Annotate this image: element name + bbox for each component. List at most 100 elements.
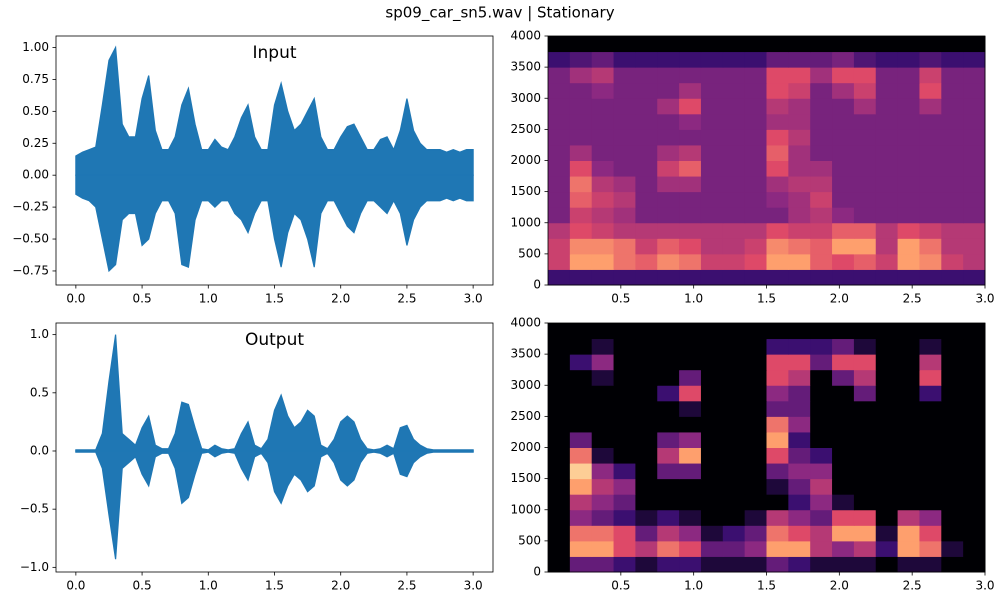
spectrogram-cell [810, 222, 833, 239]
spectrogram-cell [897, 416, 920, 433]
spectrogram-cell [635, 222, 658, 239]
spectrogram-cell [657, 207, 680, 224]
x-tick-label: 1.5 [265, 292, 284, 306]
spectrogram-cell [613, 160, 636, 177]
spectrogram-cell [832, 525, 855, 542]
spectrogram-cell [963, 323, 986, 340]
spectrogram-cell [766, 67, 789, 84]
spectrogram-cell [548, 144, 571, 161]
y-tick-label: 0.5 [30, 385, 49, 399]
spectrogram-cell [591, 354, 615, 371]
spectrogram-cell [679, 525, 702, 542]
spectrogram-cell [569, 494, 593, 511]
spectrogram-cell [679, 416, 702, 433]
spectrogram-cell [941, 191, 964, 208]
spectrogram-cell [635, 160, 658, 177]
spectrogram-cell [788, 67, 811, 84]
spectrogram-cell [679, 238, 702, 255]
spectrogram-cell [810, 525, 833, 542]
spectrogram-cell [613, 253, 636, 270]
spectrogram-cell [853, 354, 877, 371]
spectrogram-cell [548, 160, 571, 177]
panel-title: Output [245, 330, 304, 350]
spectrogram-cell [657, 191, 680, 208]
spectrogram-cell [700, 82, 724, 99]
spectrogram-cell [700, 556, 724, 573]
spectrogram-cell [613, 540, 636, 557]
spectrogram-cell [569, 447, 593, 464]
spectrogram-cell [548, 509, 571, 526]
x-tick-label: 1.0 [684, 292, 703, 306]
spectrogram-cell [897, 509, 920, 526]
spectrogram-cell [569, 144, 593, 161]
y-tick-label: 3500 [510, 347, 541, 361]
spectrogram-cell [569, 191, 593, 208]
spectrogram-cell [744, 238, 767, 255]
spectrogram-cell [700, 385, 724, 402]
spectrogram-cell [700, 113, 724, 130]
spectrogram-cell [657, 540, 680, 557]
spectrogram-cell [700, 160, 724, 177]
spectrogram-cell [853, 385, 877, 402]
spectrogram-cell [810, 323, 833, 340]
spectrogram-cell [548, 51, 571, 68]
spectrogram-cell [700, 144, 724, 161]
spectrogram-cell [679, 269, 702, 286]
spectrogram-cell [548, 176, 571, 193]
spectrogram-cell [548, 385, 571, 402]
spectrogram-cell [679, 82, 702, 99]
spectrogram-cell [832, 144, 855, 161]
spectrogram-cell [788, 160, 811, 177]
spectrogram-cell [657, 354, 680, 371]
spectrogram-cell [941, 369, 964, 386]
spectrogram-cell [744, 67, 767, 84]
spectrogram-cell [963, 67, 986, 84]
spectrogram-cell [591, 431, 615, 448]
spectrogram-cell [919, 494, 942, 511]
spectrogram-cell [810, 540, 833, 557]
spectrogram-cell [591, 509, 615, 526]
spectrogram-cell [897, 354, 920, 371]
spectrogram-cell [875, 354, 899, 371]
spectrogram-cell [569, 160, 593, 177]
spectrogram-cell [591, 160, 615, 177]
spectrogram-cell [853, 113, 877, 130]
spectrogram-cell [722, 463, 746, 480]
spectrogram-cell [788, 222, 811, 239]
spectrogram-cell [569, 67, 593, 84]
spectrogram-cell [963, 129, 986, 146]
spectrogram-cell [853, 98, 877, 115]
spectrogram-cell [613, 323, 636, 340]
spectrogram-cell [591, 36, 615, 53]
spectrogram-cell [635, 463, 658, 480]
x-tick-label: 2.0 [830, 579, 849, 593]
spectrogram-cell [591, 222, 615, 239]
spectrogram-cell [766, 36, 789, 53]
spectrogram-cell [700, 129, 724, 146]
spectrogram-cell [875, 323, 899, 340]
spectrogram-cell [700, 51, 724, 68]
spectrogram-cell [569, 129, 593, 146]
spectrogram-cell [919, 269, 942, 286]
spectrogram-cell [810, 98, 833, 115]
spectrogram-cell [591, 113, 615, 130]
spectrogram-cell [569, 338, 593, 355]
x-tick-label: 2.5 [903, 579, 922, 593]
spectrogram-cell [569, 385, 593, 402]
spectrogram-cell [875, 416, 899, 433]
spectrogram-cell [875, 525, 899, 542]
spectrogram-cell [591, 98, 615, 115]
spectrogram-cell [963, 338, 986, 355]
spectrogram-cell [657, 144, 680, 161]
spectrogram-cell [635, 144, 658, 161]
spectrogram-cell [548, 253, 571, 270]
spectrogram-cell [788, 253, 811, 270]
spectrogram-cell [635, 509, 658, 526]
spectrogram-cell [591, 191, 615, 208]
spectrogram-cell [941, 338, 964, 355]
spectrogram-cell [766, 494, 789, 511]
spectrogram-cell [679, 463, 702, 480]
spectrogram-cell [897, 385, 920, 402]
spectrogram-cell [766, 323, 789, 340]
y-tick-label: −0.75 [12, 263, 49, 277]
